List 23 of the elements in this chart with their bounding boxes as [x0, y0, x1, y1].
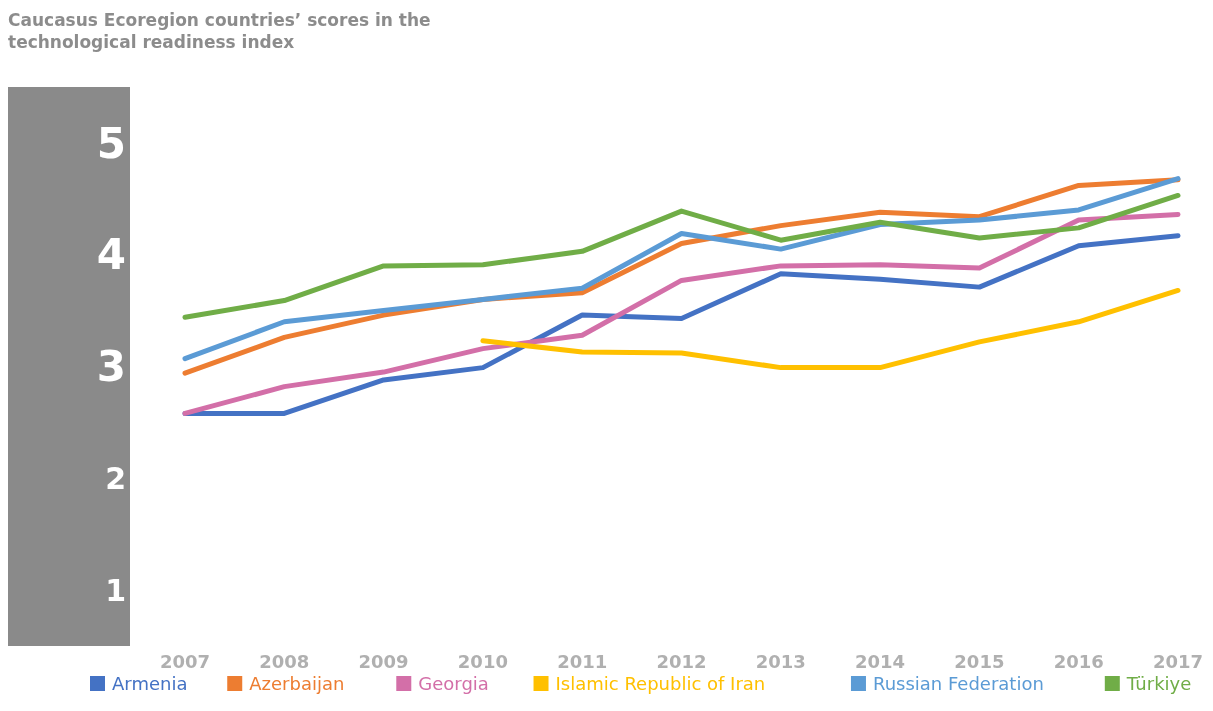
x-tick-label: 2017	[1152, 651, 1204, 672]
y-tick-label: 2	[105, 460, 126, 496]
y-tick-label: 3	[96, 342, 126, 392]
legend-label: Azerbaijan	[249, 673, 345, 694]
x-tick-label: 2015	[954, 651, 1005, 672]
x-tick-label: 2014	[855, 651, 906, 672]
y-tick-label: 5	[96, 118, 126, 168]
legend-label: Armenia	[112, 673, 188, 694]
x-tick-label: 2008	[259, 651, 310, 672]
y-tick-label: 4	[96, 230, 126, 280]
x-tick-label: 2010	[457, 651, 508, 672]
legend-label: Georgia	[418, 673, 489, 694]
legend-label: Russian Federation	[872, 673, 1044, 694]
legend-label: Türkiye	[1125, 673, 1192, 694]
x-tick-label: 2016	[1053, 651, 1104, 672]
x-tick-label: 2011	[557, 651, 608, 672]
x-tick-label: 2013	[755, 651, 806, 672]
chart-title: Caucasus Ecoregion countries’ scores in the technological readiness index	[8, 10, 431, 52]
legend-label: Islamic Republic of Iran	[555, 673, 766, 694]
x-tick-label: 2009	[358, 651, 409, 672]
x-tick-label: 2012	[656, 651, 707, 672]
x-tick-label: 2007	[159, 651, 211, 672]
y-tick-label: 1	[105, 572, 126, 608]
